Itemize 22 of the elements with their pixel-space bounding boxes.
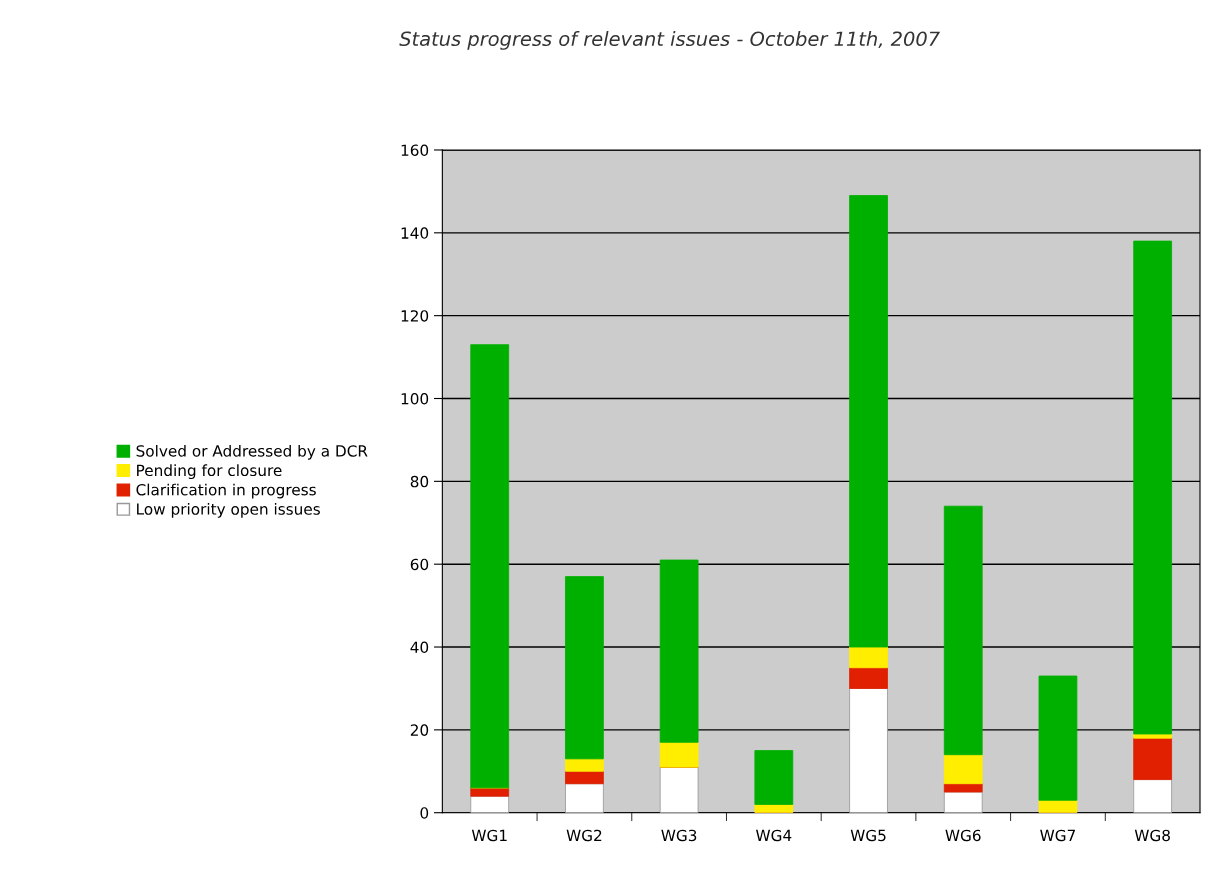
legend-label: Low priority open issues bbox=[137, 503, 320, 518]
y-tick-label: 40 bbox=[410, 641, 429, 654]
legend-label: Pending for closure bbox=[137, 464, 282, 480]
y-tick-label: 80 bbox=[410, 475, 429, 488]
y-tick-label: 140 bbox=[401, 227, 429, 239]
y-tick-label: 60 bbox=[410, 558, 429, 571]
x-tick-label: WG8 bbox=[1134, 829, 1170, 842]
x-tick-label: WG3 bbox=[661, 829, 697, 842]
y-tick-label: 160 bbox=[401, 144, 429, 157]
x-tick-label: WG4 bbox=[756, 829, 792, 842]
x-tick-label: WG7 bbox=[1040, 829, 1075, 842]
legend-label: Solved or Addressed by a DCR bbox=[136, 444, 368, 460]
y-tick-label: 20 bbox=[410, 724, 429, 736]
x-tick-label: WG6 bbox=[945, 829, 981, 842]
x-tick-label: WG1 bbox=[471, 829, 507, 842]
y-tick-label: 120 bbox=[401, 310, 429, 322]
legend-label: Clarification in progress bbox=[136, 483, 316, 499]
x-tick-label: WG5 bbox=[850, 829, 886, 842]
y-tick-label: 0 bbox=[420, 807, 429, 819]
y-tick-label: 100 bbox=[401, 392, 429, 405]
chart-title: Status progress of relevant issues - October 11th, 2007 bbox=[399, 31, 940, 50]
x-tick-label: WG2 bbox=[566, 829, 602, 842]
